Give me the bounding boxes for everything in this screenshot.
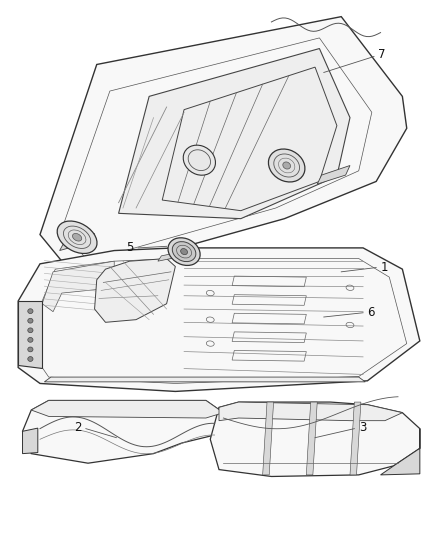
Ellipse shape (28, 318, 33, 323)
Polygon shape (210, 402, 420, 477)
Polygon shape (219, 402, 403, 421)
Text: 1: 1 (381, 261, 388, 274)
Polygon shape (22, 400, 226, 463)
Ellipse shape (180, 248, 187, 255)
Polygon shape (22, 428, 38, 454)
Ellipse shape (172, 241, 196, 262)
Text: 7: 7 (378, 49, 386, 61)
Ellipse shape (183, 145, 215, 175)
Ellipse shape (168, 238, 200, 265)
Text: 6: 6 (367, 306, 375, 319)
Polygon shape (42, 261, 114, 312)
Ellipse shape (28, 309, 33, 313)
Ellipse shape (28, 357, 33, 361)
Polygon shape (18, 301, 42, 368)
Polygon shape (162, 67, 337, 211)
Polygon shape (31, 400, 223, 418)
Ellipse shape (28, 337, 33, 342)
Ellipse shape (57, 221, 97, 254)
Text: 5: 5 (127, 241, 134, 254)
Text: 3: 3 (359, 421, 366, 434)
Polygon shape (381, 429, 420, 475)
Polygon shape (95, 259, 175, 322)
Polygon shape (306, 402, 317, 475)
Text: 2: 2 (74, 421, 82, 434)
Polygon shape (44, 377, 365, 382)
Polygon shape (40, 17, 407, 277)
Polygon shape (263, 402, 274, 475)
Ellipse shape (72, 233, 82, 241)
Polygon shape (317, 165, 350, 184)
Polygon shape (158, 252, 182, 261)
Ellipse shape (268, 149, 305, 182)
Polygon shape (119, 49, 350, 219)
Ellipse shape (283, 162, 290, 169)
Polygon shape (350, 402, 361, 475)
Ellipse shape (28, 328, 33, 333)
Ellipse shape (28, 347, 33, 352)
Polygon shape (18, 248, 420, 391)
Polygon shape (60, 233, 95, 251)
